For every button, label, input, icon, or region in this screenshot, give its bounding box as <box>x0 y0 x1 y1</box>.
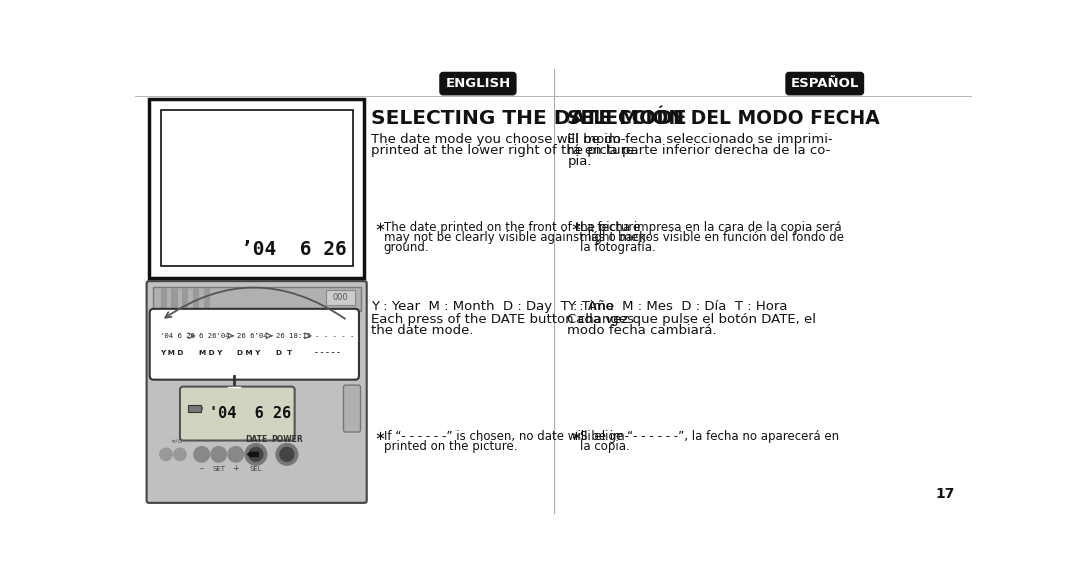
Text: El modo fecha seleccionado se imprimi-: El modo fecha seleccionado se imprimi- <box>567 132 833 146</box>
Text: printed on the picture.: printed on the picture. <box>383 440 517 453</box>
Bar <box>172 288 177 310</box>
Text: ∗: ∗ <box>570 429 582 443</box>
Circle shape <box>228 447 243 462</box>
Text: ENGLISH: ENGLISH <box>445 77 511 90</box>
Text: D M Y: D M Y <box>238 350 260 355</box>
Bar <box>326 290 355 305</box>
Text: may not be clearly visible against light back-: may not be clearly visible against light… <box>383 231 650 244</box>
Text: If “- - - - - -” is chosen, no date will be im-: If “- - - - - -” is chosen, no date will… <box>383 429 629 443</box>
Text: modo fecha cambiará.: modo fecha cambiará. <box>567 324 717 337</box>
FancyArrow shape <box>246 450 259 458</box>
FancyBboxPatch shape <box>180 387 295 440</box>
Text: –: – <box>200 464 204 473</box>
Text: printed at the lower right of the picture.: printed at the lower right of the pictur… <box>372 144 638 157</box>
Text: pia.: pia. <box>567 155 592 168</box>
Text: 000: 000 <box>333 293 348 302</box>
Circle shape <box>276 443 298 465</box>
Circle shape <box>248 447 262 461</box>
Text: SET: SET <box>212 466 226 472</box>
FancyBboxPatch shape <box>147 281 367 503</box>
Text: SEL: SEL <box>249 466 262 472</box>
Text: La fecha impresa en la cara de la copia será: La fecha impresa en la cara de la copia … <box>580 221 841 234</box>
Text: 17: 17 <box>935 487 955 501</box>
FancyBboxPatch shape <box>440 72 516 95</box>
Circle shape <box>174 448 186 461</box>
Bar <box>161 110 353 266</box>
Text: The date printed on the front of the picture: The date printed on the front of the pic… <box>383 221 640 234</box>
Text: Si elige “- - - - - -”, la fecha no aparecerá en: Si elige “- - - - - -”, la fecha no apar… <box>580 429 839 443</box>
Circle shape <box>160 448 172 461</box>
Text: Each press of the DATE button changes: Each press of the DATE button changes <box>372 313 634 325</box>
Bar <box>161 288 166 310</box>
FancyBboxPatch shape <box>786 72 864 95</box>
Circle shape <box>280 447 294 461</box>
Text: ∗/⊙: ∗/⊙ <box>170 439 183 444</box>
Bar <box>204 288 211 310</box>
Text: - - - - -: - - - - - <box>314 333 354 339</box>
Text: rá en la parte inferior derecha de la co-: rá en la parte inferior derecha de la co… <box>567 144 831 157</box>
Text: ground.: ground. <box>383 241 430 254</box>
Text: The date mode you choose will be im-: The date mode you choose will be im- <box>372 132 626 146</box>
Text: Y M D: Y M D <box>160 350 184 355</box>
Text: DATE: DATE <box>245 435 267 444</box>
Text: the date mode.: the date mode. <box>372 324 474 337</box>
Circle shape <box>245 443 267 465</box>
Circle shape <box>211 447 227 462</box>
Bar <box>201 406 203 410</box>
Text: Y : Year  M : Month  D : Day  T : Time: Y : Year M : Month D : Day T : Time <box>372 301 615 313</box>
FancyBboxPatch shape <box>343 385 361 432</box>
Text: SELECCIÓN DEL MODO FECHA: SELECCIÓN DEL MODO FECHA <box>567 109 880 128</box>
Text: 26 18:15: 26 18:15 <box>276 333 311 339</box>
Text: SELECTING THE DATE MODE: SELECTING THE DATE MODE <box>372 109 687 128</box>
Bar <box>149 99 364 278</box>
Text: '04 6 26: '04 6 26 <box>160 333 194 339</box>
Text: ∗: ∗ <box>375 429 386 443</box>
Text: ESPAÑOL: ESPAÑOL <box>791 77 859 90</box>
Text: ’04  6 26: ’04 6 26 <box>241 240 347 259</box>
Text: más o menos visible en función del fondo de: más o menos visible en función del fondo… <box>580 231 843 244</box>
Bar <box>189 405 201 412</box>
Bar <box>153 287 361 311</box>
Text: Cada vez que pulse el botón DATE, el: Cada vez que pulse el botón DATE, el <box>567 313 816 325</box>
Text: '04  6 26: '04 6 26 <box>210 406 292 421</box>
Text: 26 6'04: 26 6'04 <box>238 333 268 339</box>
Text: ∗: ∗ <box>570 221 582 234</box>
Text: D  T: D T <box>276 350 293 355</box>
Text: la fotografía.: la fotografía. <box>580 241 656 254</box>
Text: ∗: ∗ <box>375 221 386 234</box>
Text: M D Y: M D Y <box>199 350 221 355</box>
Text: POWER: POWER <box>271 435 302 444</box>
FancyBboxPatch shape <box>150 309 359 380</box>
Text: Y : Año  M : Mes  D : Día  T : Hora: Y : Año M : Mes D : Día T : Hora <box>567 301 788 313</box>
Bar <box>183 288 189 310</box>
Text: - - - - -: - - - - - <box>314 350 340 355</box>
Text: 6 26'04: 6 26'04 <box>199 333 229 339</box>
Circle shape <box>194 447 210 462</box>
Text: +: + <box>232 464 239 473</box>
Bar <box>193 288 200 310</box>
Text: la copia.: la copia. <box>580 440 630 453</box>
